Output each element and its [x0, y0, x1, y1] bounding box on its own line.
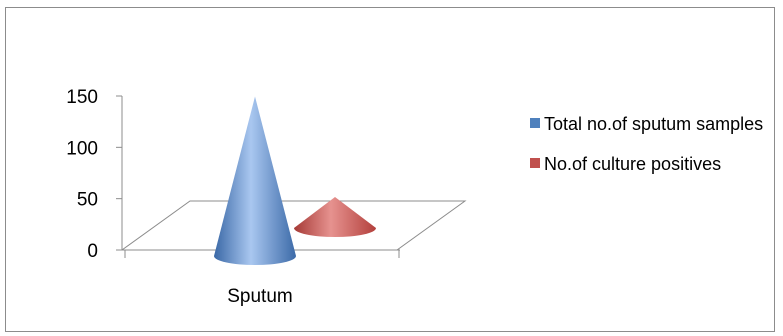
cone-culture-positives	[294, 197, 376, 237]
legend-item-culture-positives: No.of culture positives	[530, 152, 780, 176]
legend-label-culture-positives: No.of culture positives	[544, 154, 722, 174]
legend: Total no.of sputum samples No.of culture…	[530, 112, 780, 192]
legend-label-total-samples: Total no.of sputum samples	[544, 114, 764, 134]
legend-swatch-total-samples	[530, 118, 540, 128]
y-tick-label: 100	[66, 138, 98, 159]
cone-total-samples	[214, 96, 296, 266]
y-tick-label: 0	[87, 241, 98, 262]
chart-frame	[5, 7, 775, 332]
y-tick-label: 50	[77, 190, 98, 211]
legend-item-total-samples: Total no.of sputum samples	[530, 112, 780, 136]
legend-swatch-culture-positives	[530, 158, 540, 168]
y-tick-label: 150	[66, 87, 98, 108]
category-label: Sputum	[227, 286, 292, 307]
floor-plane	[120, 200, 467, 251]
